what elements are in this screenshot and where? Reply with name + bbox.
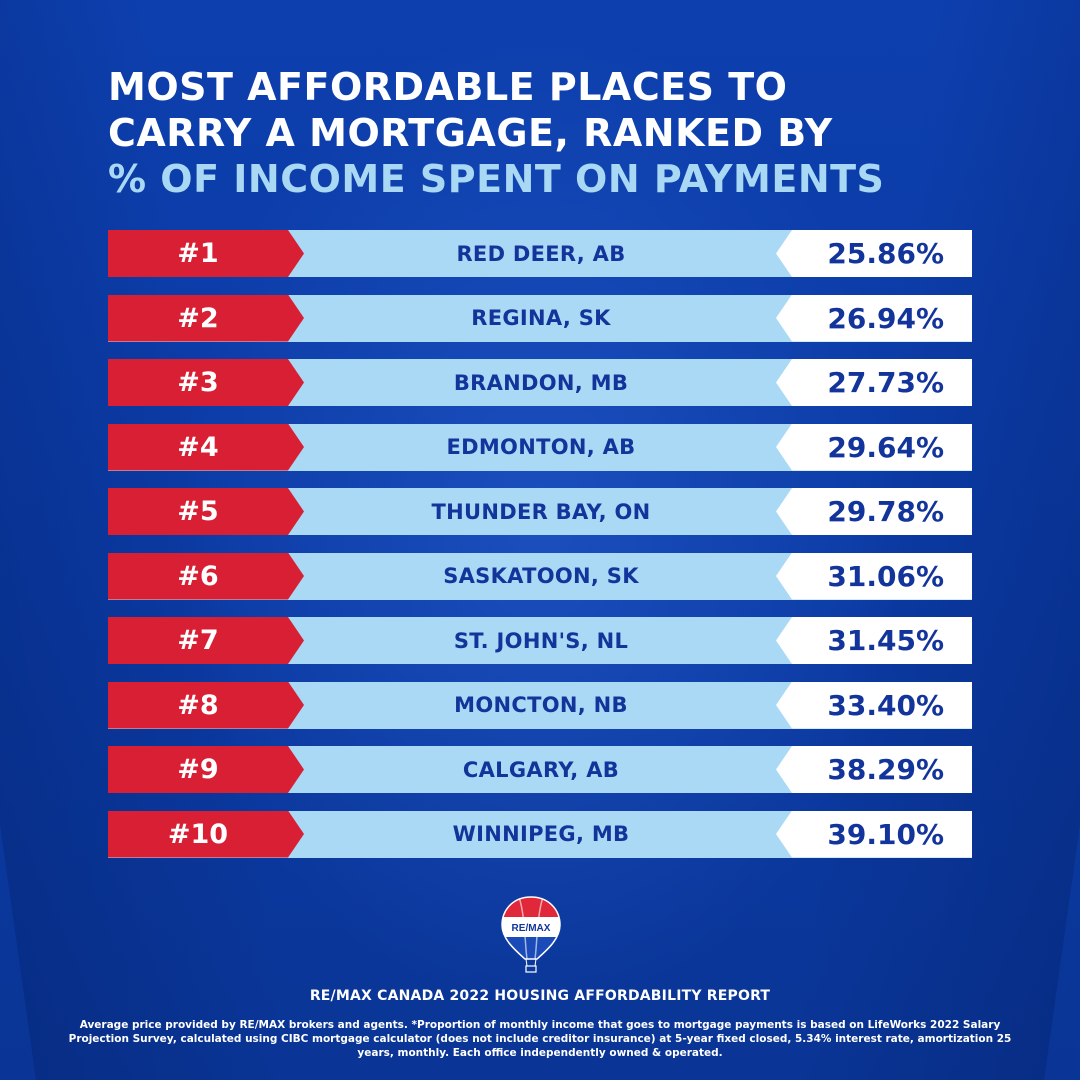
table-row: #10 WINNIPEG, MB 39.10% (108, 810, 972, 858)
city-label: MONCTON, NB (454, 693, 628, 717)
city-label: CALGARY, AB (462, 757, 620, 782)
city-label: EDMONTON, AB (446, 435, 636, 459)
table-row: #6 SASKATOON, SK 31.06% (108, 552, 972, 600)
table-row: #7 ST. JOHN'S, NL 31.45% (108, 617, 972, 664)
percent-label: 26.94% (776, 294, 972, 342)
footnote: Average price provided by RE/MAX brokers… (68, 1019, 1012, 1059)
rank-label: #8 (108, 681, 304, 729)
percent-label: 39.10% (776, 810, 972, 858)
percent-label: 33.40% (776, 681, 972, 729)
page-title: MOST AFFORDABLE PLACES TO CARRY A MORTGA… (108, 64, 988, 202)
rank-label: #7 (108, 617, 304, 664)
city-label: RED DEER, AB (456, 241, 626, 266)
city-label: THUNDER BAY, ON (431, 499, 651, 524)
rank-label: #2 (108, 294, 304, 342)
rank-label: #5 (108, 488, 304, 535)
table-row: #4 EDMONTON, AB 29.64% (108, 423, 972, 471)
logo-text: RE/MAX (512, 923, 551, 934)
rank-label: #10 (108, 810, 304, 858)
city-label: WINNIPEG, MB (452, 822, 630, 846)
city-label: SASKATOON, SK (443, 564, 639, 588)
percent-label: 29.64% (776, 423, 972, 471)
title-line-3: % OF INCOME SPENT ON PAYMENTS (108, 157, 885, 201)
table-row: #8 MONCTON, NB 33.40% (108, 681, 972, 729)
rank-label: #9 (108, 746, 304, 793)
ranking-table: #1 RED DEER, AB 25.86% #2 REGINA, SK 26.94% #3… (108, 230, 972, 875)
percent-label: 27.73% (776, 359, 972, 406)
percent-label: 31.06% (776, 552, 972, 600)
rank-label: #3 (108, 359, 304, 406)
table-row: #3 BRANDON, MB 27.73% (108, 359, 972, 406)
rank-label: #1 (108, 230, 304, 277)
table-row: #5 THUNDER BAY, ON 29.78% (108, 488, 972, 535)
table-row: #1 RED DEER, AB 25.86% (108, 230, 972, 277)
table-row: #9 CALGARY, AB 38.29% (108, 746, 972, 793)
city-label: ST. JOHN'S, NL (453, 628, 629, 653)
city-label: BRANDON, MB (453, 370, 629, 395)
percent-label: 29.78% (776, 488, 972, 535)
table-row: #2 REGINA, SK 26.94% (108, 294, 972, 342)
percent-label: 38.29% (776, 746, 972, 793)
title-line-2: CARRY A MORTGAGE, RANKED BY (108, 111, 833, 155)
rank-label: #6 (108, 552, 304, 600)
remax-balloon-icon: RE/MAX (501, 896, 561, 973)
report-title: RE/MAX CANADA 2022 HOUSING AFFORDABILITY… (309, 988, 771, 1004)
percent-label: 31.45% (776, 617, 972, 664)
title-line-1: MOST AFFORDABLE PLACES TO (108, 65, 788, 109)
rank-label: #4 (108, 423, 304, 471)
city-label: REGINA, SK (471, 306, 611, 330)
percent-label: 25.86% (776, 230, 972, 277)
